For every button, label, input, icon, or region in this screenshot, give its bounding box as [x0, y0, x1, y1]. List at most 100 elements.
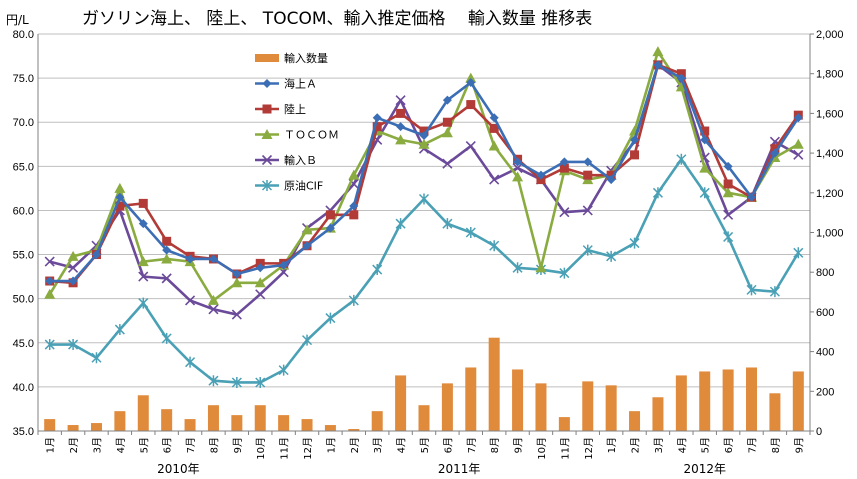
- right-tick-label: 0: [816, 426, 822, 438]
- data-point: [232, 269, 242, 279]
- data-point: [208, 304, 219, 315]
- x-tick-label: 6月: [162, 437, 174, 453]
- left-tick-label: 40.0: [13, 382, 34, 394]
- x-tick-label: 8月: [770, 437, 782, 453]
- data-point: [536, 170, 546, 180]
- data-point: [606, 250, 617, 262]
- right-tick-label: 600: [816, 307, 834, 319]
- data-point: [630, 135, 640, 145]
- data-point: [466, 78, 476, 88]
- right-tick-label: 1,400: [816, 148, 844, 160]
- data-point: [162, 236, 172, 246]
- data-point: [91, 250, 101, 260]
- data-point: [653, 60, 663, 70]
- bar: [699, 371, 711, 431]
- x-tick-label: 9月: [513, 437, 525, 453]
- data-point: [489, 123, 499, 133]
- right-tick-label: 1,200: [816, 188, 844, 200]
- data-point: [138, 198, 148, 208]
- legend-label: 陸上: [284, 103, 306, 116]
- legend-swatch: [255, 54, 279, 62]
- data-point: [418, 138, 430, 149]
- data-point: [91, 352, 102, 364]
- data-point: [325, 312, 336, 324]
- x-tick-label: 6月: [442, 437, 454, 453]
- data-point: [746, 284, 757, 296]
- data-point: [372, 122, 382, 132]
- data-point: [582, 205, 593, 216]
- bar: [512, 369, 524, 431]
- data-point: [652, 187, 663, 199]
- bar: [769, 393, 781, 431]
- bar: [90, 423, 102, 431]
- bar: [535, 383, 547, 431]
- data-point: [44, 256, 55, 267]
- x-tick-label: 8月: [208, 437, 220, 453]
- x-tick-label: 2月: [630, 437, 642, 453]
- x-tick-label: 7月: [747, 437, 759, 453]
- data-point: [489, 113, 499, 123]
- data-point: [559, 267, 570, 279]
- x-tick-label: 4月: [396, 437, 408, 453]
- legend-label: 輸入数量: [284, 51, 328, 65]
- data-point: [535, 262, 547, 273]
- data-point: [466, 100, 476, 110]
- data-point: [395, 134, 407, 145]
- left-tick-label: 45.0: [13, 338, 34, 350]
- x-tick-label: 4月: [115, 437, 127, 453]
- data-point: [161, 332, 172, 344]
- bar: [558, 417, 570, 431]
- bar: [371, 411, 383, 431]
- bar: [582, 381, 594, 431]
- bar: [418, 405, 430, 431]
- left-tick-label: 65.0: [13, 161, 34, 173]
- year-label: 2011年: [438, 462, 481, 476]
- right-tick-label: 800: [816, 267, 834, 279]
- data-point: [652, 46, 664, 57]
- data-point: [699, 162, 711, 173]
- bar: [675, 375, 687, 431]
- data-point: [442, 158, 453, 169]
- x-tick-label: 5月: [419, 437, 431, 453]
- bar: [114, 411, 126, 431]
- x-tick-label: 5月: [700, 437, 712, 453]
- chart-title: ガソリン海上、 陸上、 TOCOM、輸入推定価格 輸入数量 推移表: [82, 9, 592, 29]
- bar: [605, 385, 617, 431]
- data-point: [349, 210, 359, 220]
- data-point: [465, 227, 476, 238]
- data-point: [723, 179, 733, 189]
- x-tick-label: 12月: [302, 437, 314, 460]
- right-tick-label: 2,000: [816, 29, 844, 41]
- data-point: [722, 187, 734, 198]
- data-point: [207, 294, 219, 305]
- line-series: [44, 46, 804, 388]
- data-point: [629, 237, 640, 249]
- data-point: [559, 157, 569, 167]
- data-point: [261, 154, 273, 166]
- legend-item: 陸上: [255, 103, 306, 116]
- series-line: [44, 153, 804, 388]
- left-tick-label: 35.0: [13, 426, 34, 438]
- data-point: [606, 175, 616, 185]
- bar: [348, 429, 360, 431]
- data-point: [68, 339, 79, 351]
- data-point: [747, 192, 757, 202]
- data-point: [723, 231, 734, 243]
- data-point: [301, 334, 313, 346]
- bar: [746, 367, 758, 431]
- x-tick-label: 10月: [255, 437, 267, 460]
- data-point: [489, 174, 500, 185]
- data-point: [137, 256, 149, 267]
- x-tick-label: 5月: [138, 437, 150, 453]
- bar-series: [44, 337, 804, 431]
- data-point: [138, 271, 149, 282]
- right-tick-label: 1,800: [816, 69, 844, 81]
- data-point: [442, 218, 453, 230]
- right-tick-label: 1,600: [816, 108, 844, 120]
- data-point: [68, 276, 78, 286]
- legend-item: 輸入Ｂ: [255, 153, 317, 167]
- data-point: [699, 187, 710, 199]
- x-tick-label: 6月: [723, 437, 735, 453]
- data-point: [465, 140, 476, 152]
- left-tick-label: 50.0: [13, 294, 34, 306]
